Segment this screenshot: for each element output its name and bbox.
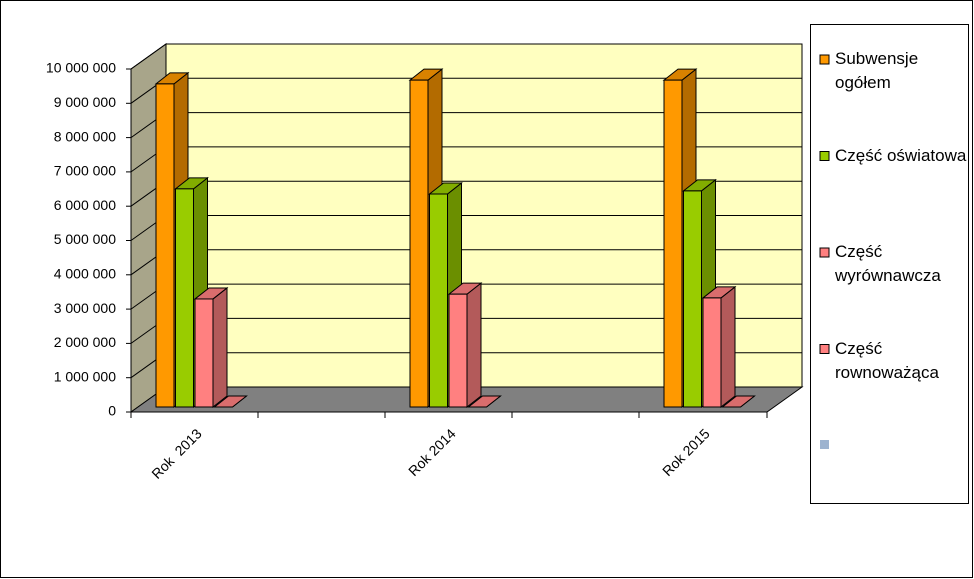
y-tick-label: 8 000 000: [54, 128, 116, 144]
y-tick-label: 9 000 000: [54, 94, 116, 110]
bar-top: [721, 395, 756, 408]
legend-box: [810, 24, 969, 504]
bar: [175, 188, 194, 408]
y-tick-label: 5 000 000: [54, 231, 116, 247]
y-tick-label: 2 000 000: [54, 334, 116, 350]
y-tick-label: 10 000 000: [46, 60, 116, 76]
bar: [155, 83, 175, 408]
bar: [448, 293, 468, 408]
bar-side: [212, 286, 228, 409]
bar-top: [467, 395, 502, 408]
legend-label: Subwensje ogółem: [835, 49, 919, 92]
bar: [194, 298, 214, 408]
legend-label: Część wyrównawcza: [835, 242, 941, 285]
legend-label: Część rownoważąca: [835, 338, 939, 382]
legend-marker: [819, 247, 830, 258]
y-tick-label: 4 000 000: [54, 266, 116, 282]
legend-label: Część oświatowa: [835, 145, 967, 165]
legend-marker: [819, 344, 830, 354]
bar-side: [720, 285, 736, 409]
y-tick-label: 6 000 000: [54, 197, 116, 213]
legend-marker: [819, 151, 830, 161]
bar: [409, 79, 429, 408]
grid-line: [130, 43, 167, 70]
bar-side: [466, 282, 482, 409]
bar: [683, 190, 702, 408]
bar-top: [213, 395, 248, 408]
legend-marker: [819, 54, 830, 65]
y-tick-label: 0: [108, 403, 116, 419]
y-tick-label: 1 000 000: [54, 368, 116, 384]
bar: [663, 79, 683, 408]
bar: [702, 297, 722, 408]
y-tick-label: 3 000 000: [54, 300, 116, 316]
bar: [429, 193, 448, 408]
legend-marker-empty: [820, 440, 829, 449]
y-tick-label: 7 000 000: [54, 163, 116, 179]
